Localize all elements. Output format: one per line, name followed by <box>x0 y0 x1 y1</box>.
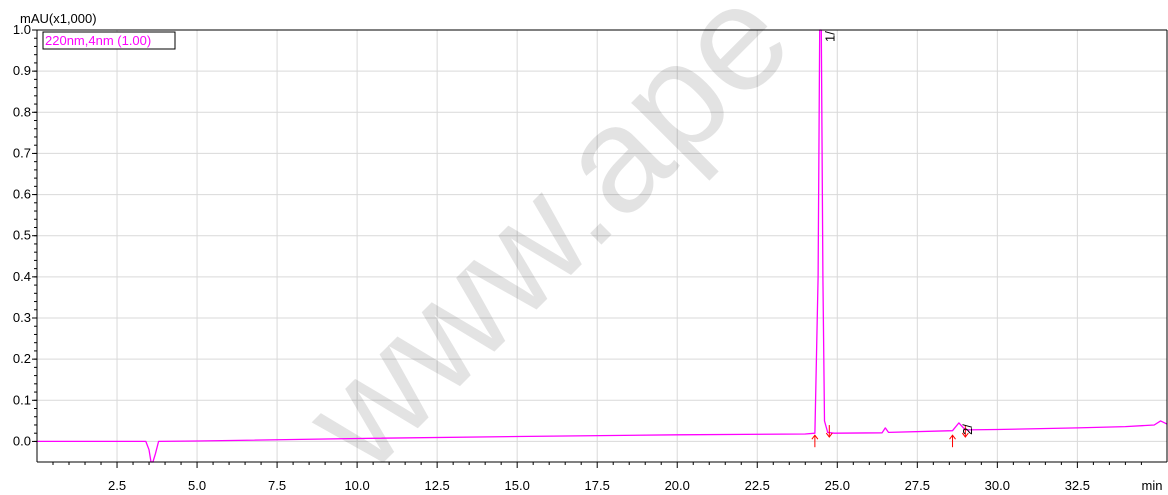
x-tick-label: 15.0 <box>505 478 530 493</box>
axes <box>32 29 1168 468</box>
x-tick-label: 32.5 <box>1065 478 1090 493</box>
peak-label: 2/ <box>960 424 975 435</box>
series-layer <box>37 29 1168 463</box>
x-tick-label: 27.5 <box>905 478 930 493</box>
y-tick-label: 0.5 <box>13 228 31 243</box>
x-tick-label: 25.0 <box>825 478 850 493</box>
y-tick-label: 0.7 <box>13 145 31 160</box>
series-line <box>37 29 1168 463</box>
watermark: www.ape <box>271 0 821 495</box>
x-tick-label: 5.0 <box>188 478 206 493</box>
x-tick-label: 17.5 <box>585 478 610 493</box>
y-tick-label: 0.4 <box>13 269 31 284</box>
y-tick-label: 0.8 <box>13 104 31 119</box>
x-tick-label: 20.0 <box>665 478 690 493</box>
y-tick-label: 0.6 <box>13 187 31 202</box>
y-tick-label: 0.3 <box>13 310 31 325</box>
x-tick-label: 30.0 <box>985 478 1010 493</box>
x-axis-unit-label: min <box>1142 478 1163 493</box>
peak-label: 1/ <box>822 31 837 42</box>
labels: 0.0 0.1 0.2 0.3 0.4 0.5 0.6 0.7 0.8 0.9 1.0 2.5 5.0 7… <box>13 11 1163 493</box>
y-tick-label: 0.1 <box>13 392 31 407</box>
x-tick-label: 7.5 <box>268 478 286 493</box>
y-tick-label: 0.0 <box>13 433 31 448</box>
peak-end-arrowhead <box>961 432 969 438</box>
y-tick-label: 0.9 <box>13 63 31 78</box>
legend-box <box>42 31 176 50</box>
peak-markers <box>811 425 969 448</box>
y-tick-label: 0.2 <box>13 351 31 366</box>
x-tick-label: 12.5 <box>424 478 449 493</box>
x-tick-label: 22.5 <box>745 478 770 493</box>
peak-end-arrowhead <box>825 432 833 438</box>
y-axis-unit-label: mAU(x1,000) <box>20 11 97 26</box>
legend-label: 220nm,4nm (1.00) <box>45 33 151 48</box>
watermark-text: www.ape <box>271 0 821 495</box>
peak-start-arrowhead <box>811 434 819 440</box>
x-tick-label: 10.0 <box>344 478 369 493</box>
y-tick-label: 1.0 <box>13 22 31 37</box>
x-tick-label: 2.5 <box>108 478 126 493</box>
peak-start-arrowhead <box>949 434 956 440</box>
